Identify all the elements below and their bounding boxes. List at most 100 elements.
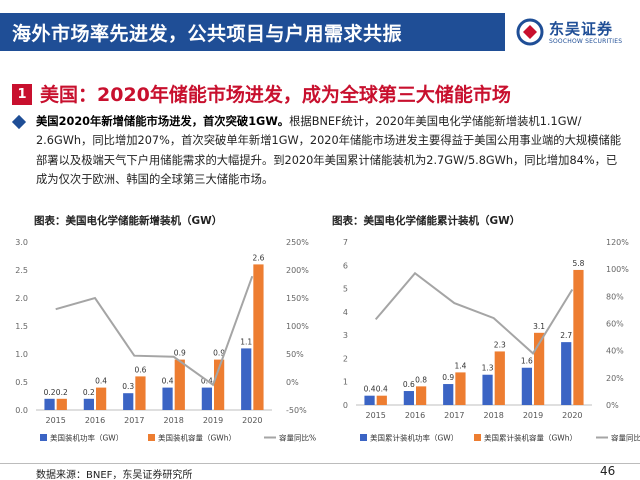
y-tick-label: 1	[343, 378, 348, 387]
x-tick-label: 2019	[523, 411, 543, 420]
x-tick-label: 2017	[124, 416, 144, 425]
bar-capacity-2016	[96, 387, 107, 410]
bar-capacity-2018	[494, 351, 505, 405]
bar-power-2015	[44, 398, 55, 410]
label-capacity-2019: 3.1	[533, 322, 545, 331]
legend-power-label: 美国装机功率（GW）	[50, 433, 123, 443]
y-tick-label: 0.0	[15, 406, 28, 415]
chart-1-new-installations: 0.0 0.5 1.0 1.5 2.0 2.5 3.0 -50% 0% 50% 100% 150% 20…	[15, 238, 316, 443]
label-power-2020: 1.1	[240, 337, 252, 346]
y-tick-label: 2	[343, 354, 348, 363]
paragraph-lead: 美国2020年新增储能市场进发，首次突破1GW。	[36, 115, 290, 128]
y-right-tick-label: 100%	[286, 322, 309, 331]
data-source: 数据来源：BNEF，东吴证券研究所	[36, 470, 193, 480]
page-title-bar: 海外市场率先进发，公共项目与户用需求共振	[0, 13, 505, 51]
legend-growth-label: 容量同比%	[279, 433, 316, 443]
y-right-tick-label: 0%	[286, 378, 299, 387]
x-tick-label: 2016	[405, 411, 425, 420]
x-tick-label: 2018	[163, 416, 183, 425]
y-right-tick-label: 60%	[606, 320, 624, 329]
section-number: 1	[12, 84, 32, 105]
y-right-tick-label: 100%	[606, 265, 629, 274]
diamond-bullet-icon	[11, 114, 27, 130]
legend-power-swatch	[40, 434, 47, 441]
legend-capacity-label: 美国装机容量（GWh）	[158, 433, 236, 443]
y-tick-label: 6	[343, 261, 348, 270]
bar-power-2020	[561, 342, 572, 405]
legend-capacity-swatch	[148, 434, 155, 441]
bar-capacity-2015	[56, 398, 67, 410]
bar-capacity-2019	[214, 359, 225, 410]
bar-capacity-2020	[253, 264, 264, 410]
label-power-2018: 0.4	[162, 377, 174, 386]
bar-power-2017	[123, 393, 134, 410]
page-title: 海外市场率先进发，公共项目与户用需求共振	[12, 23, 403, 45]
legend-power-label: 美国累计装机功率（GW）	[370, 433, 458, 443]
y-right-tick-label: 120%	[606, 238, 629, 247]
bar-power-2020	[241, 348, 252, 410]
label-capacity-2016: 0.8	[415, 375, 427, 384]
y-tick-label: 3	[343, 331, 348, 340]
bar-power-2016	[83, 398, 94, 410]
line-growth	[55, 275, 254, 387]
label-power-2016: 0.2	[83, 388, 95, 397]
y-tick-label: 2.0	[15, 294, 28, 303]
legend-capacity-label: 美国累计装机容量（GWh）	[484, 433, 577, 443]
y-tick-label: 0	[343, 401, 348, 410]
y-tick-label: 5	[343, 285, 348, 294]
bar-power-2018	[482, 374, 493, 405]
label-capacity-2018: 0.9	[174, 349, 186, 358]
bar-power-2015	[364, 395, 375, 405]
footer-divider	[0, 463, 640, 464]
legend-growth-label: 容量同比%	[611, 433, 640, 443]
line-growth	[374, 271, 574, 355]
y-tick-label: 1.0	[15, 350, 28, 359]
y-tick-label: 1.5	[15, 322, 28, 331]
chart-1-title: 图表：美国电化学储能新增装机（GW）	[34, 215, 223, 227]
label-capacity-2017: 0.6	[134, 365, 146, 374]
summary-paragraph: 美国2020年新增储能市场进发，首次突破1GW。根据BNEF统计，2020年美国…	[36, 112, 626, 190]
bar-power-2016	[403, 391, 414, 405]
bar-capacity-2017	[135, 376, 146, 410]
logo-text-en: SOOCHOW SECURITIES	[549, 38, 623, 45]
paragraph-body: 根据BNEF统计，2020年美国电化学储能新增装机1.1GW/ 2.6GWh，同…	[36, 115, 622, 187]
label-capacity-2015: 0.4	[376, 385, 388, 394]
label-capacity-2015: 0.2	[56, 388, 68, 397]
page-number: 46	[600, 464, 616, 478]
y-right-tick-label: 0%	[606, 401, 619, 410]
x-tick-label: 2018	[483, 411, 503, 420]
y-right-tick-label: 200%	[286, 266, 309, 275]
bar-capacity-2020	[573, 269, 584, 405]
label-capacity-2018: 2.3	[494, 340, 506, 349]
y-tick-label: 2.5	[15, 266, 28, 275]
x-tick-label: 2015	[365, 411, 385, 420]
label-capacity-2020: 2.6	[252, 253, 264, 262]
bar-capacity-2015	[376, 395, 387, 405]
x-tick-label: 2016	[85, 416, 105, 425]
y-right-tick-label: 40%	[606, 347, 624, 356]
y-tick-label: 3.0	[15, 238, 28, 247]
chart-2-title: 图表：美国电化学储能累计装机（GW）	[332, 215, 521, 227]
logo-icon	[516, 18, 544, 46]
label-power-2020: 2.7	[560, 331, 572, 340]
bar-capacity-2018	[174, 359, 185, 410]
bar-power-2018	[162, 387, 173, 410]
y-right-tick-label: -50%	[286, 406, 307, 415]
x-tick-label: 2015	[45, 416, 65, 425]
y-tick-label: 4	[343, 308, 348, 317]
bar-power-2017	[443, 384, 454, 405]
x-tick-label: 2019	[203, 416, 223, 425]
bar-capacity-2019	[534, 332, 545, 405]
y-tick-label: 7	[343, 238, 348, 247]
legend-capacity-swatch	[474, 434, 481, 441]
label-capacity-2017: 1.4	[454, 361, 466, 370]
label-power-2019: 1.6	[521, 357, 533, 366]
y-right-tick-label: 20%	[606, 374, 624, 383]
label-capacity-2020: 5.8	[572, 259, 584, 268]
label-capacity-2019: 0.9	[213, 349, 225, 358]
y-right-tick-label: 50%	[286, 350, 304, 359]
label-power-2017: 0.3	[122, 382, 134, 391]
label-power-2018: 1.3	[482, 364, 494, 373]
x-tick-label: 2020	[562, 411, 582, 420]
chart-2-cumulative-installations: 0 1 2 3 4 5 6 7 0% 20% 40% 60% 80% 100% 120% 0.4 0.4 2015…	[343, 238, 640, 443]
